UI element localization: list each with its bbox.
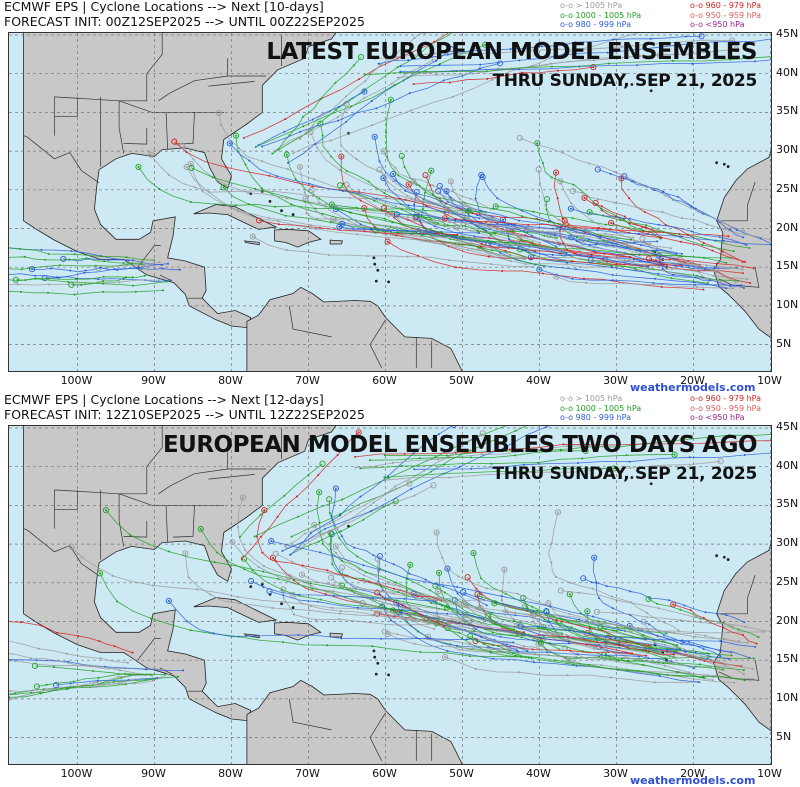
legend-entry: o-o > 1005 hPa xyxy=(560,1,623,10)
panel-header-title: ECMWF EPS | Cyclone Locations --> Next [… xyxy=(4,392,324,407)
lon-label: 60W xyxy=(372,374,397,387)
lat-label: 45N xyxy=(776,420,799,433)
legend-entry: o-o <950 hPa xyxy=(690,413,745,422)
lon-label: 70W xyxy=(295,767,320,780)
legend-entry: o-o 1000 - 1005 hPa xyxy=(560,10,642,20)
legend-pressure-low: o-o > 1005 hPa o-o 1000 - 1005 hPa o-o 9… xyxy=(560,1,641,30)
lat-label: 45N xyxy=(776,27,799,40)
lat-label: 10N xyxy=(776,297,799,311)
map-subheadline: THRU SUNDAY, SEP 21, 2025 xyxy=(492,464,757,484)
lon-label: 20W xyxy=(680,374,705,387)
lon-label: 90W xyxy=(141,374,166,387)
lat-label: 5N xyxy=(776,729,792,743)
track-map-svg xyxy=(9,426,771,764)
legend-entry: o-o 960 - 979 hPa xyxy=(690,1,762,10)
legend-entry: o-o 1000 - 1005 hPa xyxy=(560,403,642,413)
atlantic-map: LATEST EUROPEAN MODEL ENSEMBLES THRU SUN… xyxy=(8,32,772,372)
lat-label: 10N xyxy=(776,690,799,704)
lon-label: 50W xyxy=(449,767,474,780)
lon-label: 60W xyxy=(372,767,397,780)
legend-entry: o-o 960 - 979 hPa xyxy=(690,394,762,403)
map-headline: LATEST EUROPEAN MODEL ENSEMBLES xyxy=(266,39,757,65)
lon-label: 10W xyxy=(757,767,782,780)
lon-label: 30W xyxy=(603,374,628,387)
lat-label: 40N xyxy=(776,65,799,79)
lon-label: 100W xyxy=(60,374,93,387)
lat-label: 30N xyxy=(776,143,799,157)
legend-entry: o-o 950 - 959 hPa xyxy=(690,403,762,413)
lat-label: 35N xyxy=(776,104,799,118)
lat-label: 30N xyxy=(776,536,799,550)
ensemble-panel-latest: ECMWF EPS | Cyclone Locations --> Next [… xyxy=(0,0,800,394)
lat-label: 20N xyxy=(776,613,799,627)
legend-entry: o-o 950 - 959 hPa xyxy=(690,10,762,20)
legend-entry: o-o > 1005 hPa xyxy=(560,394,623,403)
lon-label: 90W xyxy=(141,767,166,780)
lon-label: 80W xyxy=(218,767,243,780)
lon-label: 40W xyxy=(526,767,551,780)
lon-label: 100W xyxy=(60,767,93,780)
lon-label: 50W xyxy=(449,374,474,387)
lat-label: 15N xyxy=(776,259,799,273)
lat-label: 5N xyxy=(776,336,792,350)
brand-watermark: weathermodels.com xyxy=(630,381,756,394)
legend-entry: o-o 980 - 999 hPa xyxy=(560,20,632,29)
panel-header-forecast-init: FORECAST INIT: 12Z10SEP2025 --> UNTIL 12… xyxy=(4,407,365,422)
legend-entry: o-o 980 - 999 hPa xyxy=(560,413,632,422)
lat-label: 15N xyxy=(776,652,799,666)
lon-label: 20W xyxy=(680,767,705,780)
legend-pressure-low: o-o > 1005 hPa o-o 1000 - 1005 hPa o-o 9… xyxy=(560,394,641,423)
lon-label: 40W xyxy=(526,374,551,387)
lon-label: 30W xyxy=(603,767,628,780)
lon-label: 10W xyxy=(757,374,782,387)
lat-label: 35N xyxy=(776,497,799,511)
ensemble-panel-two-days-ago: ECMWF EPS | Cyclone Locations --> Next [… xyxy=(0,392,800,787)
lat-label: 25N xyxy=(776,574,799,588)
panel-header-forecast-init: FORECAST INIT: 00Z12SEP2025 --> UNTIL 00… xyxy=(4,14,365,29)
map-subheadline: THRU SUNDAY, SEP 21, 2025 xyxy=(492,71,757,91)
legend-pressure-high: o-o 960 - 979 hPa o-o 950 - 959 hPa o-o … xyxy=(690,1,761,30)
track-map-svg xyxy=(9,33,771,371)
lon-label: 70W xyxy=(295,374,320,387)
lat-label: 40N xyxy=(776,458,799,472)
panel-header-title: ECMWF EPS | Cyclone Locations --> Next [… xyxy=(4,0,324,14)
atlantic-map: EUROPEAN MODEL ENSEMBLES TWO DAYS AGO TH… xyxy=(8,425,772,765)
legend-pressure-high: o-o 960 - 979 hPa o-o 950 - 959 hPa o-o … xyxy=(690,394,761,423)
lon-label: 80W xyxy=(218,374,243,387)
legend-entry: o-o <950 hPa xyxy=(690,20,745,29)
map-headline: EUROPEAN MODEL ENSEMBLES TWO DAYS AGO xyxy=(162,432,758,458)
lat-label: 20N xyxy=(776,220,799,234)
brand-watermark: weathermodels.com xyxy=(630,774,756,787)
lat-label: 25N xyxy=(776,181,799,195)
